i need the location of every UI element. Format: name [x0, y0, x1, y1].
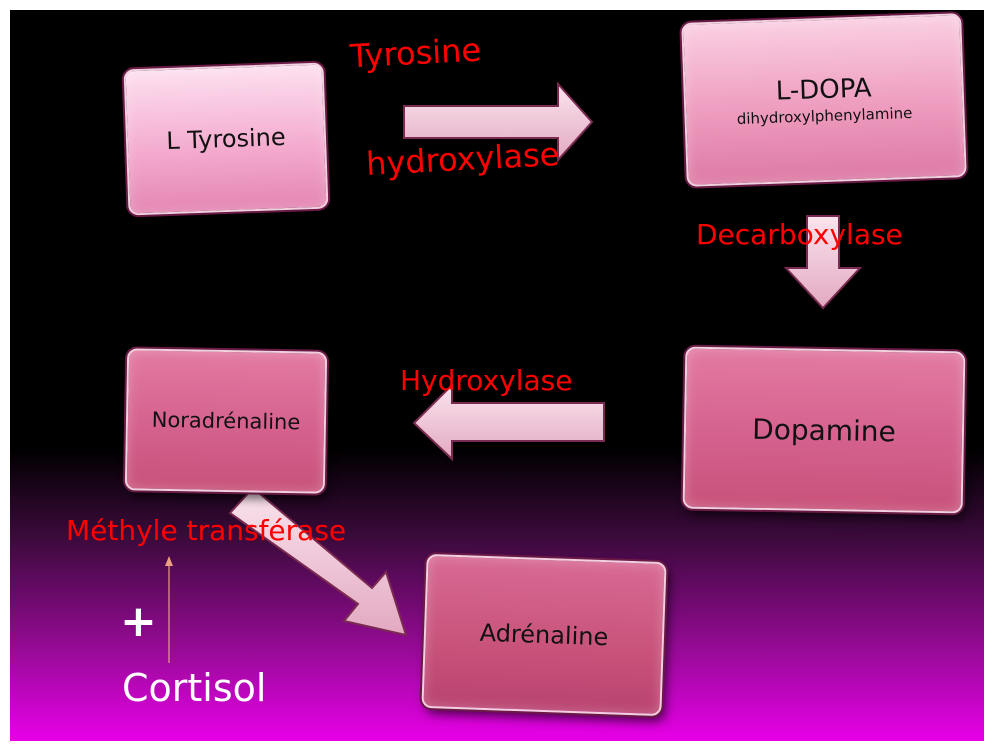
enzyme-hydroxylase: Hydroxylase: [400, 364, 573, 397]
node-l-dopa-sublabel: dihydroxylphenylamine: [736, 103, 913, 129]
node-l-tyrosine-label: L Tyrosine: [165, 122, 287, 156]
enzyme-tyrosine-line1: Tyrosine: [349, 30, 482, 76]
node-adrenaline: Adrénaline: [421, 553, 667, 717]
node-l-dopa-label: L-DOPA: [775, 73, 872, 107]
arrow-right-tyrosine-to-dopa: [403, 81, 594, 163]
node-noradrenaline: Noradrénaline: [124, 348, 328, 494]
arrow-layer: [165, 81, 863, 663]
arrow-down-dopa-to-dopamine: [783, 215, 863, 310]
plus-sign: +: [120, 596, 157, 647]
cortisol-label: Cortisol: [122, 666, 267, 710]
node-l-tyrosine: L Tyrosine: [123, 62, 329, 216]
enzyme-decarboxylase: Decarboxylase: [696, 218, 903, 251]
arrow-left-dopamine-to-noradrenaline: [412, 382, 605, 462]
node-noradrenaline-label: Noradrénaline: [151, 407, 301, 435]
cortisol-arrow-head: [165, 556, 173, 566]
arrow-diagonal-noradrenaline-to-adrenaline: [228, 486, 408, 637]
node-l-dopa: L-DOPA dihydroxylphenylamine: [681, 13, 967, 187]
node-dopamine-label: Dopamine: [751, 412, 897, 448]
slide-canvas: L Tyrosine L-DOPA dihydroxylphenylamine …: [10, 10, 984, 741]
node-dopamine: Dopamine: [682, 346, 966, 514]
node-adrenaline-label: Adrénaline: [479, 618, 609, 652]
enzyme-methyl-transferase: Méthyle transférase: [66, 514, 347, 547]
